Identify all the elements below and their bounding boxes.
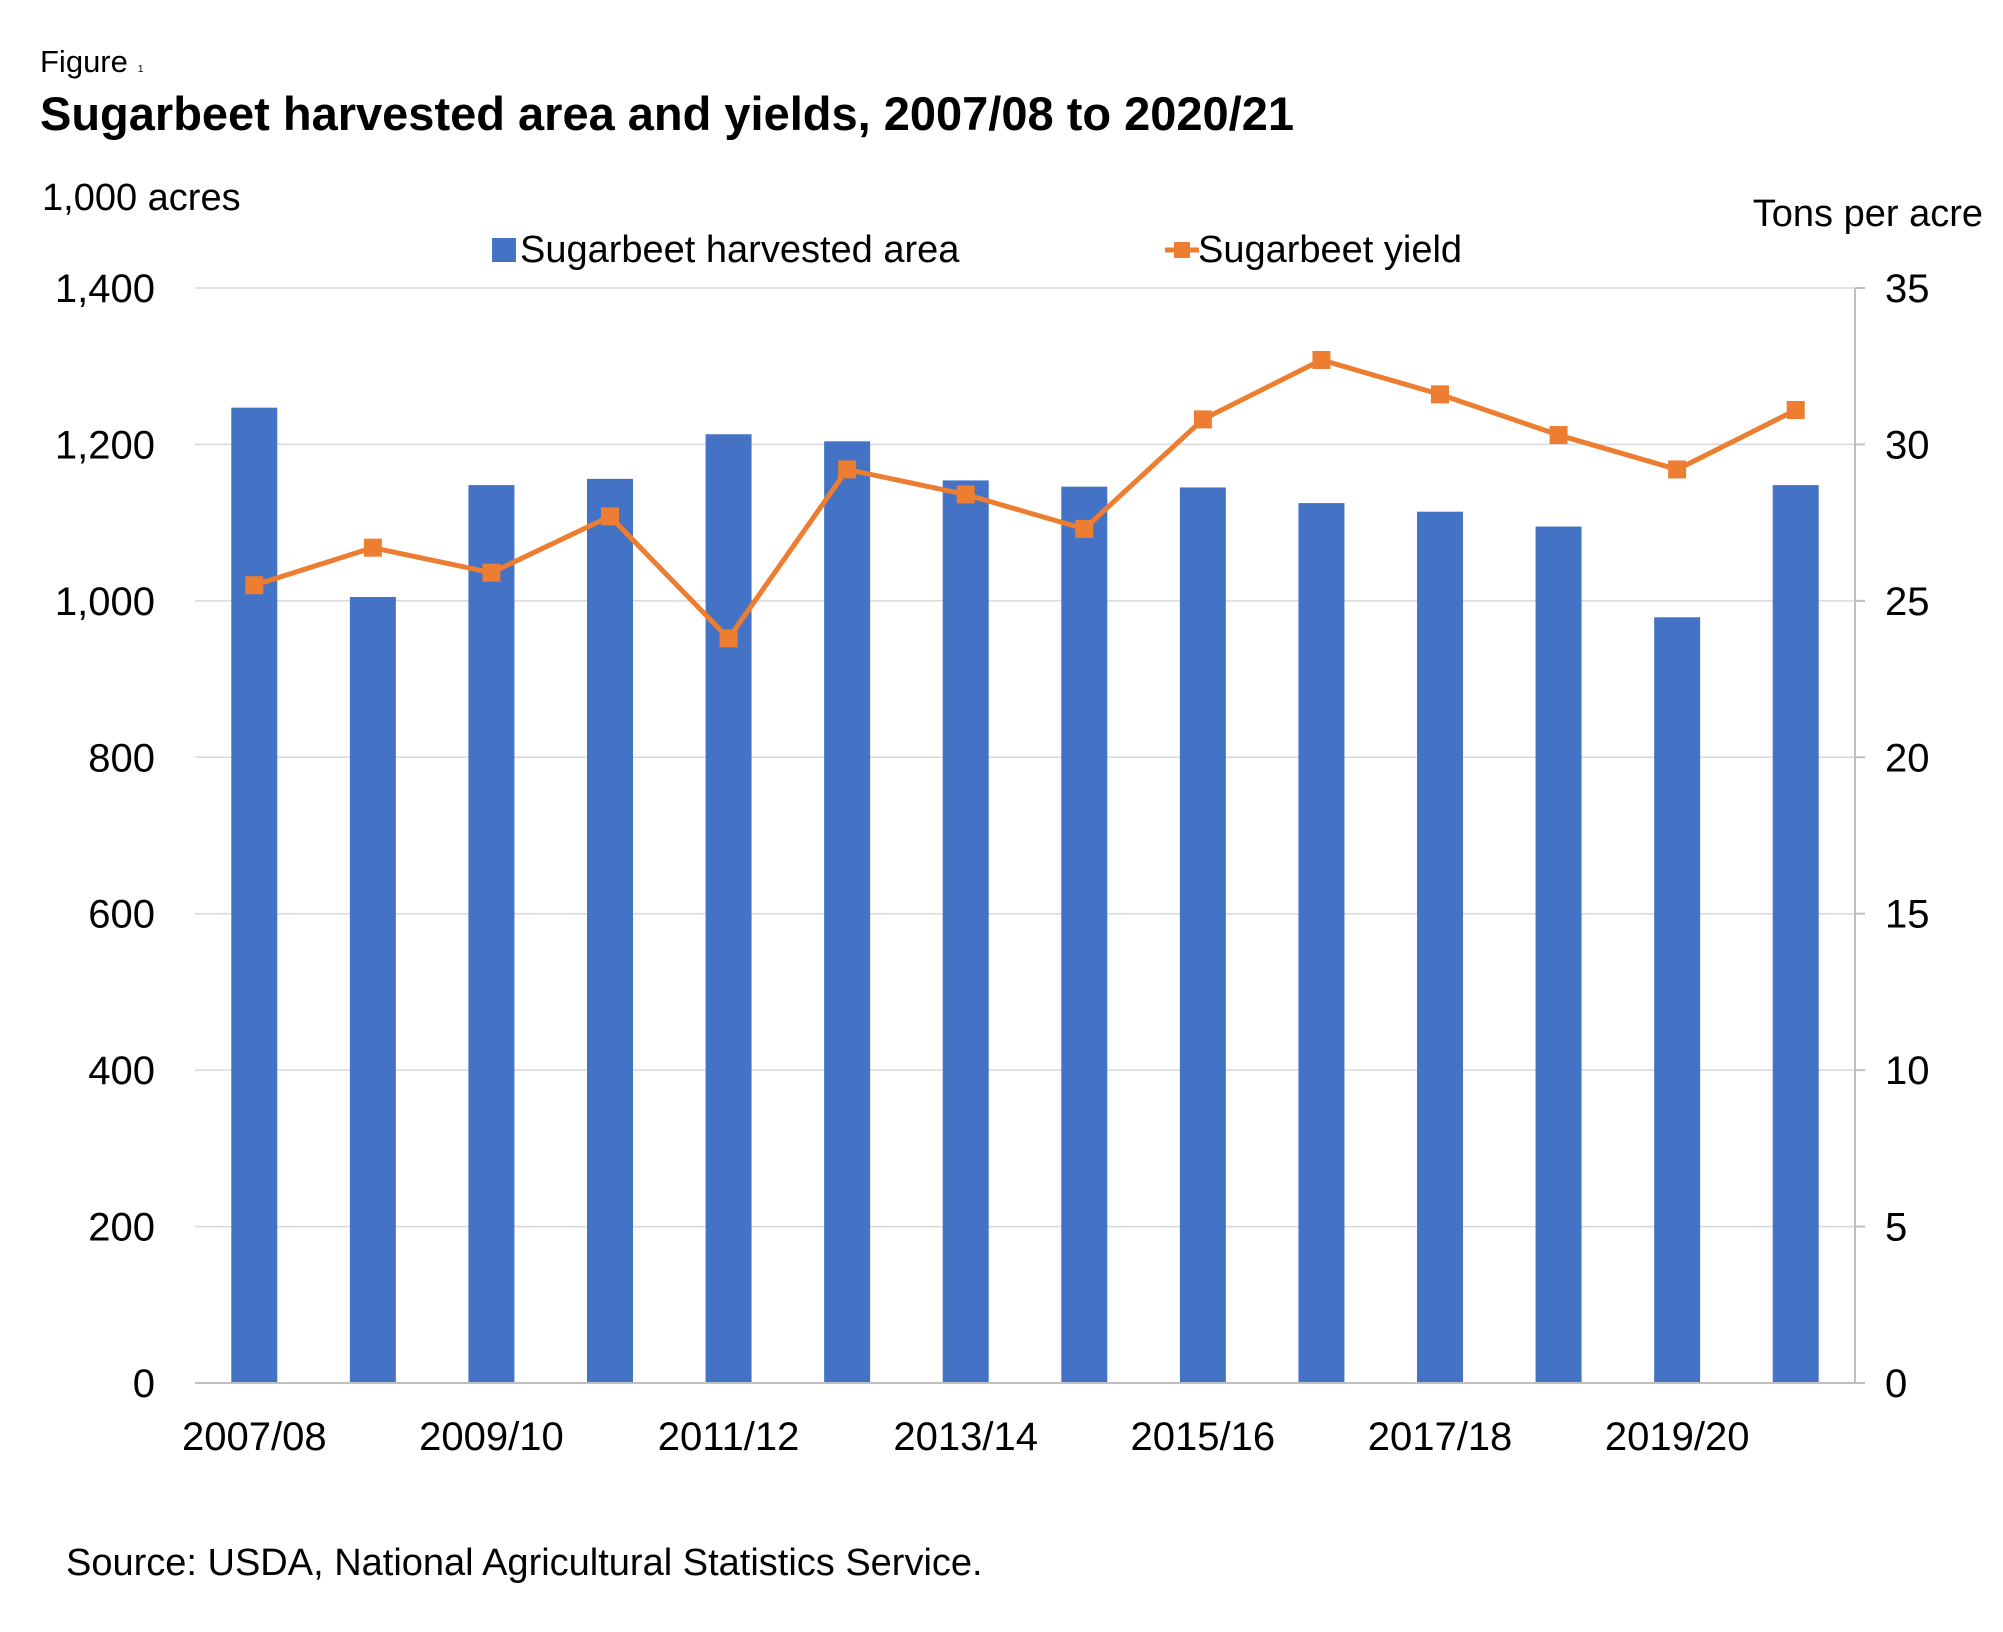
yield-point — [482, 563, 501, 582]
y2-tick-label: 25 — [1885, 580, 1930, 624]
y2-tick-label: 20 — [1885, 736, 1930, 780]
y2-tick-label: 0 — [1885, 1362, 1907, 1406]
bar — [1179, 487, 1226, 1384]
bar — [1061, 486, 1108, 1383]
yield-point — [838, 460, 857, 479]
figure-label: Figure 1 — [40, 44, 144, 79]
bar — [942, 480, 989, 1384]
axes: 0 200 400 600 800 1,000 1,200 1,400 0 5 10 15 20 25 30… — [55, 267, 1930, 1459]
x-tick-label: 2017/18 — [1368, 1415, 1513, 1459]
y2-tick-label: 10 — [1885, 1049, 1930, 1093]
y-tick-label: 0 — [133, 1362, 155, 1406]
y2-axis-label: Tons per acre — [1753, 193, 1983, 235]
y2-tick-label: 30 — [1885, 423, 1930, 467]
legend: Sugarbeet harvested area Sugarbeet yield — [492, 229, 1462, 271]
bar — [468, 485, 515, 1384]
bar — [824, 441, 871, 1383]
legend-label-area: Sugarbeet harvested area — [520, 229, 960, 271]
y2-tick-label: 15 — [1885, 893, 1930, 937]
x-tick-label: 2007/08 — [182, 1415, 327, 1459]
bar — [231, 407, 278, 1383]
bar — [1417, 511, 1463, 1383]
yield-point — [1312, 350, 1331, 369]
x-tick-label: 2019/20 — [1605, 1415, 1750, 1459]
yield-point — [719, 629, 738, 648]
bar — [1772, 485, 1819, 1384]
y-tick-label: 400 — [88, 1049, 155, 1093]
legend-label-yield: Sugarbeet yield — [1198, 229, 1462, 271]
y-tick-label: 600 — [88, 893, 155, 937]
yield-point — [1549, 426, 1568, 445]
source-note: Source: USDA, National Agricultural Stat… — [66, 1542, 983, 1584]
legend-swatch-marker — [1174, 242, 1190, 258]
yield-line — [253, 357, 1797, 641]
bar — [705, 434, 752, 1383]
bar — [587, 478, 633, 1383]
yield-point — [1431, 385, 1449, 404]
yield-point — [363, 538, 382, 557]
yield-point — [1193, 410, 1212, 429]
y-tick-label: 800 — [88, 736, 155, 780]
figure-number: 1 — [137, 64, 144, 75]
axis-labels: 1,000 acres Tons per acre — [42, 177, 1983, 235]
yield-point — [1786, 401, 1805, 420]
x-tick-label: 2011/12 — [658, 1415, 800, 1459]
y2-tick-label: 35 — [1885, 267, 1930, 311]
yield-point — [1075, 519, 1094, 538]
gridlines — [195, 287, 1855, 1228]
y-axis-label: 1,000 acres — [42, 177, 241, 219]
chart-title: Sugarbeet harvested area and yields, 200… — [40, 87, 1295, 140]
bar — [1298, 503, 1345, 1383]
x-tick-label: 2013/14 — [893, 1415, 1038, 1459]
bar — [1654, 617, 1701, 1383]
yield-point — [1668, 460, 1687, 479]
bar — [349, 596, 396, 1383]
yield-point — [956, 485, 975, 504]
line-series — [245, 350, 1805, 648]
y-tick-label: 1,200 — [55, 423, 155, 467]
y-tick-label: 1,400 — [55, 267, 155, 311]
bar-series — [231, 407, 1819, 1384]
x-tick-label: 2009/10 — [419, 1415, 564, 1459]
y-tick-label: 200 — [88, 1206, 155, 1250]
x-tick-label: 2015/16 — [1131, 1415, 1276, 1459]
y-tick-label: 1,000 — [55, 580, 155, 624]
bar — [1535, 526, 1582, 1383]
yield-point — [245, 576, 264, 595]
legend-swatch-bar — [492, 238, 516, 262]
y2-tick-label: 5 — [1885, 1206, 1907, 1250]
yield-point — [601, 507, 619, 526]
